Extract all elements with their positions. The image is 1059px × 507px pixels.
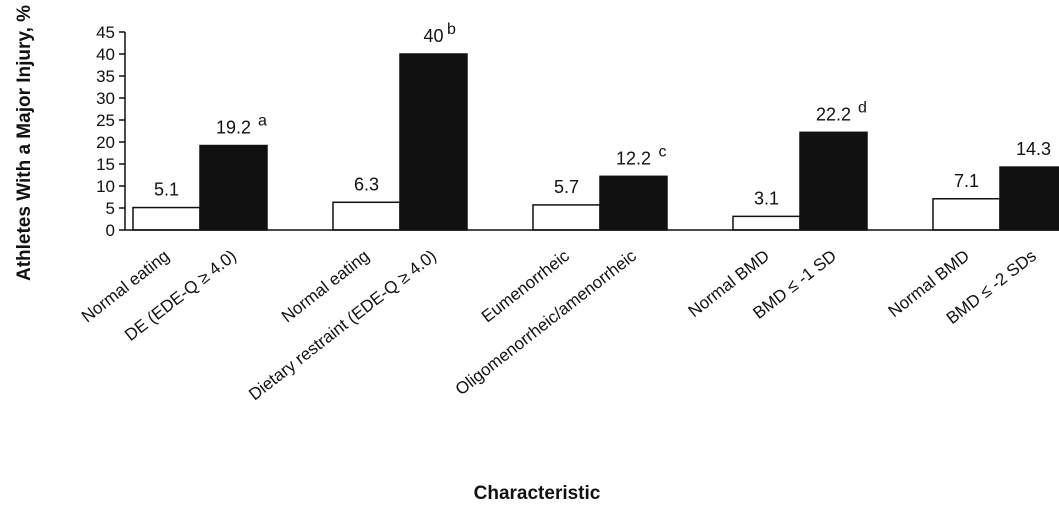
y-tick-label: 40 [96,45,115,64]
value-labels: 5.1 19.2 a 6.3 40 b 5.7 12.2 c 3.1 22.2 d 7.1 14.3 [154,21,1051,208]
bar-value-label: 12.2 [616,148,651,168]
bar-3-black [599,175,668,231]
category-label: DE (EDE-Q ≥ 4.0) [121,246,240,345]
bar-1-black [199,144,268,231]
y-tick-label: 35 [96,67,115,86]
bar-2-white [332,201,401,231]
bar-5-white [932,198,1001,231]
bar-4-white [732,215,801,231]
bar-value-label: 19.2 [216,118,251,138]
bar-value-label: 6.3 [354,174,379,194]
y-tick-label: 45 [96,23,115,42]
bar-5-black [999,166,1059,231]
bar-2-black [399,53,468,231]
bar-value-label: 7.1 [954,171,979,191]
significance-superscript: a [258,113,267,130]
bars [132,53,1059,231]
y-tick-label: 15 [96,155,115,174]
bar-value-label: 14.3 [1016,139,1051,159]
y-axis-title: Athletes With a Major Injury, % [14,5,35,281]
x-axis-title: Characteristic [474,483,601,504]
bar-value-label: 5.1 [154,180,179,200]
y-axis: 0 5 10 15 20 25 30 35 40 45 [96,23,125,240]
bar-3-white [532,204,601,231]
bar-value-label: 3.1 [754,188,779,208]
significance-superscript: d [858,99,867,116]
y-tick-label: 0 [106,221,115,240]
y-tick-label: 30 [96,89,115,108]
y-tick-label: 20 [96,133,115,152]
bar-4-black [799,131,868,231]
y-tick-label: 25 [96,111,115,130]
bar-1-white [132,206,201,231]
y-tick-label: 5 [106,199,115,218]
significance-superscript: c [659,143,667,160]
bar-value-label: 40 [423,26,443,46]
significance-superscript: b [447,21,456,38]
bar-value-label: 22.2 [816,104,851,124]
y-tick-label: 10 [96,177,115,196]
bar-value-label: 5.7 [554,177,579,197]
